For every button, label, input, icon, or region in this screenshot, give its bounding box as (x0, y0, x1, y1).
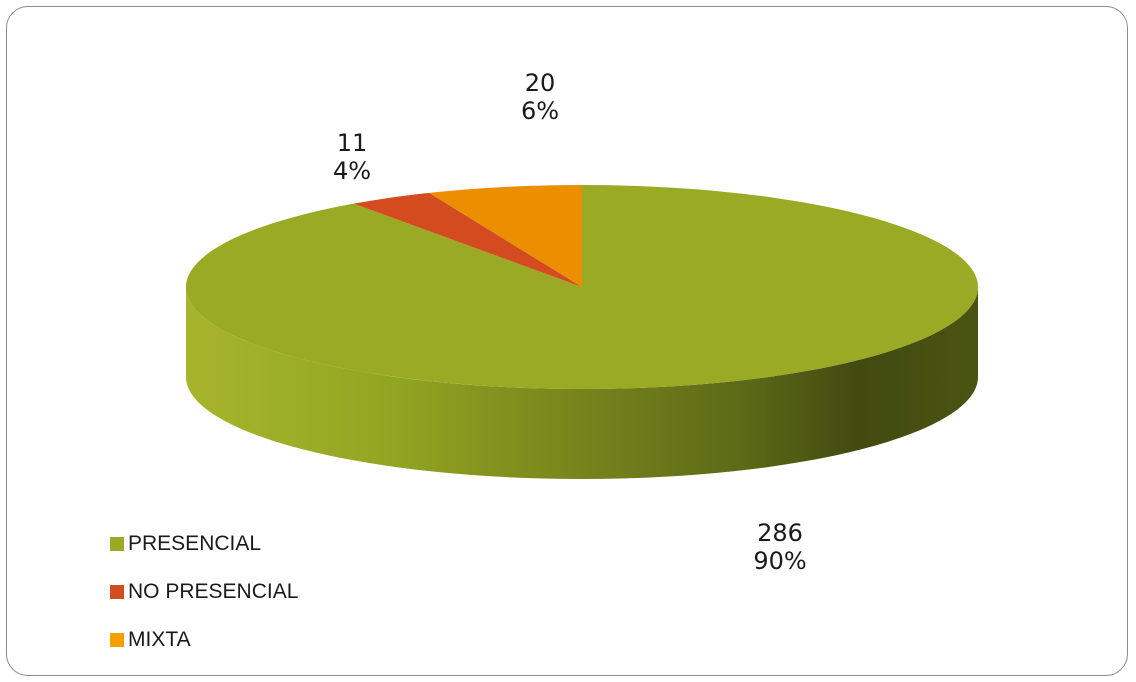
data-label-no-presencial: 11 4% (302, 129, 402, 185)
legend-label: NO PRESENCIAL (128, 580, 299, 603)
data-label-presencial: 286 90% (720, 519, 840, 575)
legend-label: PRESENCIAL (128, 532, 262, 555)
data-label-count: 11 (336, 129, 368, 157)
pie-side-wall (186, 287, 978, 479)
legend-swatch (110, 537, 124, 551)
data-label-percent: 6% (520, 96, 560, 125)
pie-group (186, 185, 979, 479)
legend-item-mixta: MIXTA (110, 616, 298, 664)
legend-label: MIXTA (128, 628, 191, 651)
data-label-count: 286 (757, 519, 803, 547)
pie-slice-no-presencial (353, 192, 582, 287)
data-label-percent: 4% (332, 156, 372, 185)
data-label-mixta: 20 6% (490, 69, 590, 125)
legend-item-presencial: PRESENCIAL (110, 520, 298, 568)
legend-swatch (110, 585, 124, 599)
legend-item-no-presencial: NO PRESENCIAL (110, 568, 298, 616)
pie-slice-mixta (429, 185, 582, 287)
data-label-count: 20 (524, 69, 556, 97)
data-label-percent: 90% (753, 546, 807, 575)
legend-swatch (110, 633, 124, 647)
pie-slice-presencial (186, 185, 979, 390)
legend: PRESENCIAL NO PRESENCIAL MIXTA (110, 520, 298, 664)
